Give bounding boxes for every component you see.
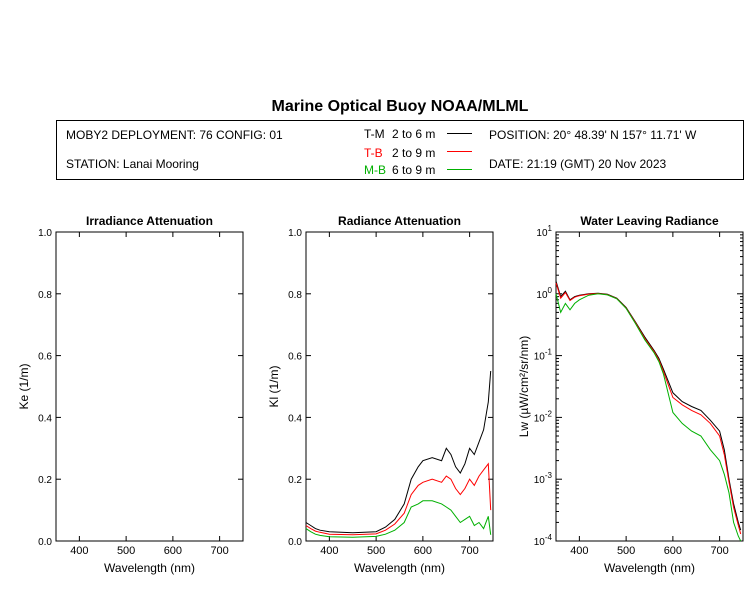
y-tick-label-2: 10-3 — [534, 471, 553, 486]
x-tick-label-2: 400 — [570, 545, 588, 557]
y-tick-label-1: 0.0 — [288, 537, 302, 548]
y-tick-label-0: 1.0 — [38, 228, 52, 239]
series-line-t-m-1 — [305, 370, 492, 534]
legend-code-tb: T-B — [364, 146, 383, 160]
y-axis-label-1: Kl (1/m) — [267, 365, 281, 407]
y-tick-label-1: 0.6 — [288, 352, 302, 363]
x-tick-label-1: 700 — [460, 545, 478, 557]
plot-frame-1 — [305, 231, 494, 542]
y-axis-label-2: Lw (µW/cm²/sr/nm) — [517, 336, 531, 438]
series-line-m-b-2 — [555, 293, 742, 542]
legend-range-mb: 6 to 9 m — [392, 163, 436, 177]
y-tick-label-0: 0.4 — [38, 413, 52, 424]
y-tick-label-2: 10-2 — [534, 409, 553, 424]
x-tick-label-0: 600 — [164, 545, 182, 557]
series-line-t-b-2 — [555, 282, 742, 535]
y-tick-label-1: 0.2 — [288, 475, 302, 486]
x-axis-label-1: Wavelength (nm) — [354, 561, 445, 575]
x-tick-label-2: 600 — [664, 545, 682, 557]
y-tick-label-0: 0.6 — [38, 352, 52, 363]
date-text: DATE: 21:19 (GMT) 20 Nov 2023 — [489, 157, 667, 171]
y-tick-label-1: 0.8 — [288, 290, 302, 301]
y-tick-label-2: 101 — [536, 224, 552, 239]
plot-frame-2 — [555, 231, 744, 542]
series-line-m-b-1 — [305, 500, 492, 538]
y-tick-label-2: 100 — [536, 286, 552, 301]
legend-range-tb: 2 to 9 m — [392, 146, 436, 160]
page-title: Marine Optical Buoy NOAA/MLML — [271, 98, 529, 115]
plot-frame-0 — [55, 231, 244, 542]
x-tick-label-1: 500 — [367, 545, 385, 557]
x-axis-label-0: Wavelength (nm) — [104, 561, 195, 575]
y-axis-label-0: Ke (1/m) — [17, 363, 31, 409]
legend-code-mb: M-B — [364, 163, 386, 177]
legend-line-tb — [447, 151, 472, 152]
chart-title-2: Water Leaving Radiance — [580, 214, 719, 228]
y-tick-label-0: 0.0 — [38, 537, 52, 548]
deployment-info-box: MOBY2 DEPLOYMENT: 76 CONFIG: 01 STATION:… — [56, 120, 744, 180]
x-tick-label-2: 500 — [617, 545, 635, 557]
x-axis-label-2: Wavelength (nm) — [604, 561, 695, 575]
chart-title-1: Radiance Attenuation — [338, 214, 461, 228]
y-tick-label-0: 0.8 — [38, 290, 52, 301]
y-tick-label-0: 0.2 — [38, 475, 52, 486]
series-line-t-m-2 — [555, 281, 742, 531]
deployment-text: MOBY2 DEPLOYMENT: 76 CONFIG: 01 — [66, 128, 283, 142]
x-tick-label-2: 700 — [710, 545, 728, 557]
legend-range-tm: 2 to 6 m — [392, 127, 436, 141]
legend-line-mb — [447, 169, 472, 170]
legend-code-tm: T-M — [364, 127, 385, 141]
y-tick-label-2: 10-1 — [534, 348, 553, 363]
x-tick-label-0: 400 — [70, 545, 88, 557]
series-line-t-b-1 — [305, 462, 492, 536]
y-tick-label-2: 10-4 — [534, 533, 553, 548]
y-tick-label-1: 0.4 — [288, 413, 302, 424]
x-tick-label-0: 500 — [117, 545, 135, 557]
y-tick-label-1: 1.0 — [288, 228, 302, 239]
station-text: STATION: Lanai Mooring — [66, 157, 199, 171]
chart-title-0: Irradiance Attenuation — [86, 214, 213, 228]
x-tick-label-0: 700 — [210, 545, 228, 557]
position-text: POSITION: 20° 48.39' N 157° 11.71' W — [489, 128, 697, 142]
legend-line-tm — [447, 133, 472, 134]
x-tick-label-1: 400 — [320, 545, 338, 557]
x-tick-label-1: 600 — [414, 545, 432, 557]
